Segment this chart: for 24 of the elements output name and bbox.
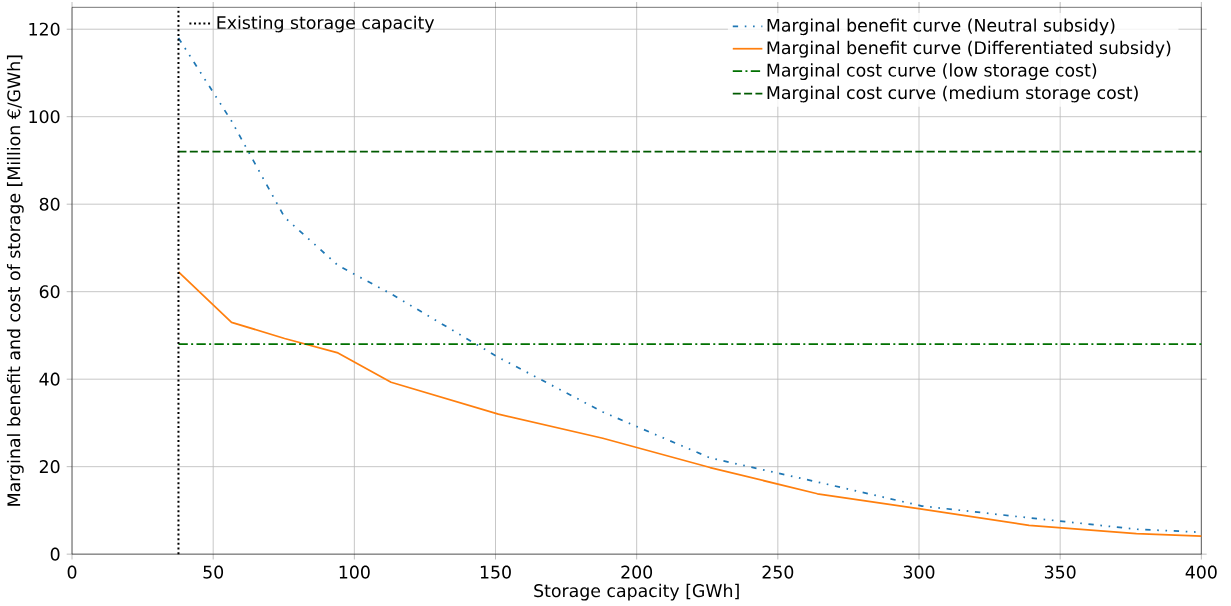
x-tick-label: 50 bbox=[203, 565, 224, 579]
legend-label: Marginal benefit curve (Differentiated subsidy) bbox=[767, 40, 1171, 58]
y-tick-label: 40 bbox=[39, 372, 60, 386]
y-tick-label: 120 bbox=[29, 22, 60, 36]
y-tick-label: 0 bbox=[50, 547, 60, 561]
y-tick-label: 60 bbox=[39, 284, 60, 299]
legend-label: Marginal benefit curve (Neutral subsidy) bbox=[767, 18, 1115, 35]
y-tick-label: 80 bbox=[39, 197, 60, 211]
x-tick-label: 250 bbox=[762, 565, 794, 579]
y-tick-label: 20 bbox=[39, 459, 60, 474]
y-tick-label: 100 bbox=[29, 109, 60, 124]
x-tick-label: 0 bbox=[67, 565, 77, 579]
ref-line-label: Existing storage capacity bbox=[217, 15, 435, 33]
x-tick-label: 300 bbox=[903, 565, 935, 579]
line-series bbox=[177, 270, 1203, 537]
legend-label: Marginal cost curve (low storage cost) bbox=[767, 63, 1097, 80]
x-tick-label: 200 bbox=[621, 565, 653, 579]
x-tick-label: 150 bbox=[480, 565, 511, 579]
x-tick-label: 100 bbox=[339, 565, 370, 579]
legend-label: Marginal cost curve (medium storage cost) bbox=[767, 85, 1138, 103]
x-tick-label: 350 bbox=[1044, 565, 1076, 579]
x-tick-label: 400 bbox=[1185, 565, 1217, 579]
y-axis-title: Marginal benefit and cost of storage [Million €/GWh] bbox=[6, 55, 24, 506]
x-axis-title: Storage capacity [GWh] bbox=[534, 583, 739, 601]
